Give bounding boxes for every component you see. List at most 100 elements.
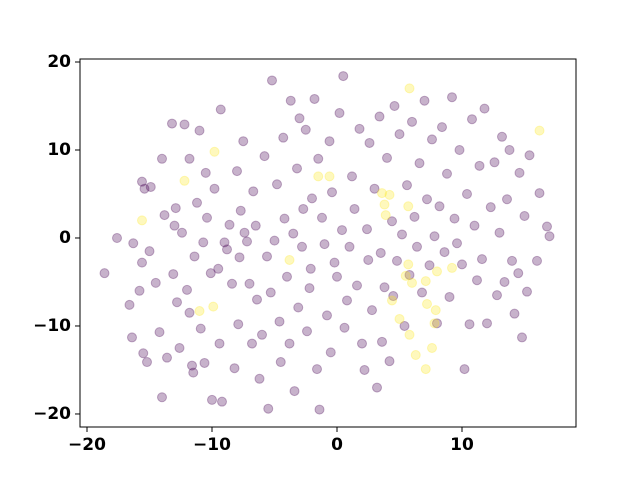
point <box>474 160 485 171</box>
point <box>349 203 360 214</box>
point <box>254 373 265 384</box>
point <box>407 277 417 288</box>
point <box>502 194 512 205</box>
point <box>380 210 391 221</box>
point <box>232 166 242 177</box>
point <box>454 144 465 155</box>
point <box>289 386 300 397</box>
point <box>192 197 202 208</box>
point <box>138 348 149 359</box>
point <box>420 276 431 287</box>
point <box>229 363 240 374</box>
point <box>179 175 190 186</box>
point <box>242 236 252 247</box>
point <box>172 297 182 308</box>
point <box>327 187 337 198</box>
point <box>417 287 427 298</box>
point <box>112 232 122 243</box>
point <box>364 137 375 148</box>
x-tick-label: 10 <box>450 435 474 455</box>
point <box>394 313 405 324</box>
point <box>494 227 505 238</box>
point <box>534 125 545 136</box>
point <box>205 268 216 279</box>
point <box>403 259 414 270</box>
y-tick-label: 20 <box>47 52 71 72</box>
point <box>217 396 227 407</box>
point <box>388 291 399 302</box>
point <box>422 194 432 205</box>
point <box>522 286 532 297</box>
point <box>159 210 170 221</box>
point <box>235 205 246 216</box>
point <box>407 116 417 127</box>
point <box>144 246 155 257</box>
point <box>213 263 224 274</box>
point <box>429 231 440 242</box>
point <box>430 305 441 316</box>
point <box>492 290 502 301</box>
point <box>375 247 386 258</box>
point <box>379 282 390 293</box>
point <box>432 266 442 277</box>
x-tick-label: −20 <box>68 435 106 455</box>
point <box>208 301 219 312</box>
point <box>209 146 220 157</box>
point <box>244 278 255 289</box>
point <box>477 254 487 265</box>
point <box>399 320 410 331</box>
x-tick-label: 0 <box>331 435 343 455</box>
point <box>382 152 392 163</box>
point <box>252 294 262 305</box>
point <box>449 213 460 224</box>
point <box>257 329 267 340</box>
point <box>329 257 340 268</box>
point <box>137 215 147 226</box>
point <box>298 203 309 214</box>
point <box>194 125 205 136</box>
point <box>195 323 206 334</box>
point <box>392 255 402 266</box>
point <box>397 229 407 240</box>
point <box>198 237 209 248</box>
point <box>319 239 330 250</box>
point <box>404 83 415 94</box>
point <box>432 318 442 329</box>
point <box>263 403 274 414</box>
point <box>509 308 520 319</box>
point <box>334 108 345 119</box>
point <box>279 213 290 224</box>
point <box>367 305 377 316</box>
point <box>400 270 411 281</box>
point <box>150 277 161 288</box>
point <box>302 326 312 337</box>
point <box>188 367 199 378</box>
point <box>542 221 552 232</box>
point <box>275 357 286 368</box>
point <box>274 316 285 327</box>
point <box>292 163 302 174</box>
point <box>259 151 270 162</box>
point <box>167 118 177 129</box>
point <box>532 255 542 266</box>
point <box>422 298 432 309</box>
point <box>544 231 555 242</box>
point <box>199 357 210 368</box>
point <box>284 338 295 349</box>
point <box>409 211 420 222</box>
point <box>410 350 421 361</box>
point <box>139 183 150 194</box>
point <box>372 382 382 393</box>
point <box>124 299 135 310</box>
point <box>517 332 527 343</box>
point <box>177 227 187 238</box>
point <box>325 347 336 358</box>
point <box>404 269 415 280</box>
point <box>467 114 477 125</box>
point <box>442 168 452 179</box>
point <box>338 71 349 82</box>
point <box>285 95 296 106</box>
point <box>420 364 431 375</box>
point <box>489 157 500 168</box>
point <box>137 257 147 268</box>
